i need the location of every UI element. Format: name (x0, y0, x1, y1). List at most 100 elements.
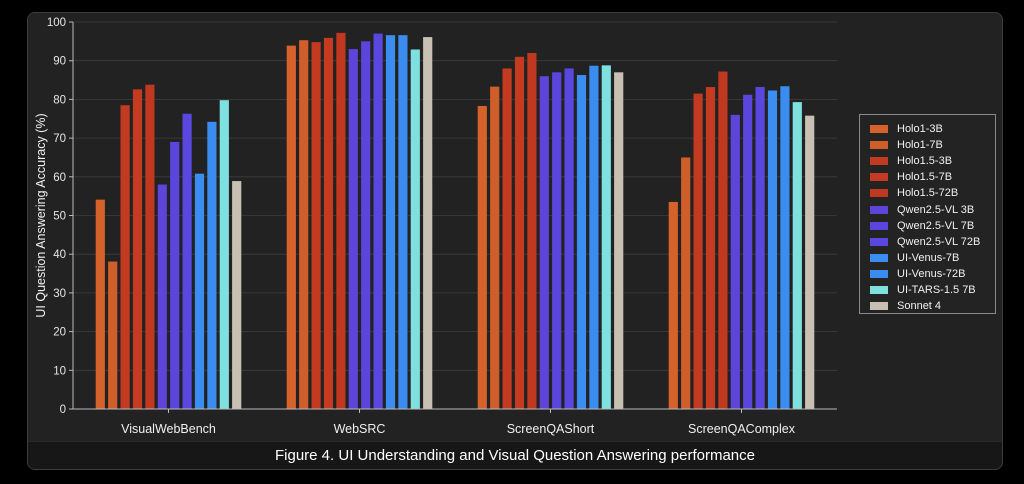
legend-item: Holo1.5-3B (870, 153, 995, 169)
bar-ui-tars-1-5-7b-screenqacomplex (792, 102, 802, 409)
legend-item: Qwen2.5-VL 7B (870, 218, 995, 234)
bar-holo1-3b-visualwebbench (95, 199, 105, 409)
bar-qwen2-5-vl-7b-screenqacomplex (743, 94, 753, 410)
bar-ui-venus-7b-screenqashort (576, 75, 587, 410)
bar-holo1-5-7b-visualwebbench (132, 89, 143, 409)
x-category-label: ScreenQAComplex (688, 422, 796, 436)
bar-holo1-5-3b-websrc (311, 42, 321, 410)
figure-caption: Figure 4. UI Understanding and Visual Qu… (28, 441, 1002, 469)
bar-holo1-7b-websrc (299, 40, 309, 410)
bar-sonnet-4-screenqacomplex (805, 115, 815, 410)
legend-label: Sonnet 4 (897, 300, 942, 313)
legend-item: Holo1.5-72B (870, 185, 995, 201)
x-category-label: ScreenQAShort (507, 422, 595, 436)
bar-holo1-5-7b-screenqacomplex (705, 87, 716, 410)
bar-sonnet-4-websrc (423, 37, 433, 409)
bar-ui-tars-1-5-7b-screenqashort (601, 65, 611, 410)
bar-holo1-7b-screenqashort (490, 86, 500, 409)
bar-holo1-5-3b-screenqashort (502, 68, 512, 409)
bar-ui-tars-1-5-7b-websrc (410, 49, 420, 410)
figure-card: 0 10 20 30 40 50 60 70 80 90 100 UI Question Answer… (27, 12, 1003, 470)
bar-holo1-5-3b-visualwebbench (120, 105, 130, 409)
bar-chart: 0 10 20 30 40 50 60 70 80 90 100 UI Question Answer… (34, 17, 837, 436)
y-tick-label: 50 (53, 211, 66, 223)
y-axis-label: UI Question Answering Accuracy (%) (34, 113, 48, 317)
bar-ui-venus-72b-screenqacomplex (780, 86, 790, 409)
legend-swatch (870, 253, 888, 262)
bar-qwen2-5-vl-72b-screenqacomplex (755, 87, 765, 410)
bar-qwen2-5-vl-7b-visualwebbench (170, 141, 180, 409)
legend-swatch (870, 157, 888, 166)
bar-ui-venus-7b-websrc (385, 35, 396, 410)
y-tick-label: 60 (53, 172, 66, 184)
y-tick-label: 0 (60, 404, 66, 416)
legend-item: Holo1.5-7B (870, 169, 995, 185)
legend-item: Holo1-3B (870, 121, 995, 137)
y-tick-label: 100 (47, 17, 66, 29)
bar-qwen2-5-vl-3b-websrc (348, 49, 358, 410)
bar-holo1-5-72b-websrc (336, 32, 346, 409)
bar-ui-venus-7b-screenqacomplex (767, 90, 778, 410)
legend-label: Holo1-7B (897, 139, 943, 152)
legend-item: Sonnet 4 (870, 298, 995, 314)
legend-swatch (870, 205, 888, 214)
axes: 0 10 20 30 40 50 60 70 80 90 100 UI Question Answer… (34, 17, 837, 436)
y-tick-label: 40 (53, 249, 66, 261)
x-category-label: WebSRC (334, 422, 386, 436)
bar-holo1-5-3b-screenqacomplex (693, 93, 703, 409)
legend: Holo1-3B Holo1-7B Holo1.5-3B Holo1.5-7B Holo… (859, 114, 996, 314)
legend-swatch (870, 141, 888, 150)
bar-holo1-5-72b-visualwebbench (145, 84, 155, 409)
legend-swatch (870, 302, 888, 311)
legend-label: Holo1.5-3B (897, 155, 953, 168)
bar-qwen2-5-vl-3b-visualwebbench (157, 184, 167, 409)
legend-swatch (870, 285, 888, 294)
legend-swatch (870, 221, 888, 230)
y-tick-label: 70 (53, 133, 66, 145)
y-tick-label: 30 (53, 288, 66, 300)
bar-holo1-3b-screenqashort (477, 105, 487, 409)
bar-holo1-3b-screenqacomplex (668, 201, 678, 409)
legend-item: Qwen2.5-VL 72B (870, 234, 995, 250)
y-tick-label: 90 (53, 56, 66, 68)
bar-holo1-5-72b-screenqashort (527, 52, 537, 410)
legend-label: UI-Venus-7B (897, 251, 960, 264)
bar-qwen2-5-vl-7b-screenqashort (552, 72, 562, 409)
bar-ui-venus-72b-websrc (398, 35, 408, 410)
legend-swatch (870, 269, 888, 278)
bar-holo1-5-7b-websrc (323, 37, 334, 409)
legend-label: Qwen2.5-VL 3B (897, 203, 975, 216)
bar-holo1-5-72b-screenqacomplex (718, 71, 728, 409)
legend-item: UI-TARS-1.5 7B (870, 282, 995, 298)
bar-qwen2-5-vl-3b-screenqashort (539, 76, 549, 410)
bar-qwen2-5-vl-3b-screenqacomplex (730, 114, 740, 409)
bar-qwen2-5-vl-72b-websrc (373, 33, 383, 410)
bar-holo1-7b-screenqacomplex (681, 157, 691, 409)
bar-ui-venus-7b-visualwebbench (194, 173, 205, 409)
y-tick-label: 80 (53, 94, 66, 106)
y-tick-label: 20 (53, 327, 66, 339)
bar-qwen2-5-vl-72b-screenqashort (564, 68, 574, 409)
bar-ui-tars-1-5-7b-visualwebbench (219, 100, 229, 409)
bar-sonnet-4-visualwebbench (232, 181, 242, 409)
legend-item: Qwen2.5-VL 3B (870, 201, 995, 217)
bar-ui-venus-72b-screenqashort (589, 65, 599, 409)
bar-qwen2-5-vl-7b-websrc (361, 41, 371, 409)
legend-label: UI-TARS-1.5 7B (897, 283, 976, 296)
legend-swatch (870, 125, 888, 134)
bar-ui-venus-72b-visualwebbench (207, 121, 217, 409)
legend-swatch (870, 237, 888, 246)
legend-label: UI-Venus-72B (897, 267, 966, 280)
legend-label: Qwen2.5-VL 7B (897, 219, 975, 232)
legend-swatch (870, 173, 888, 182)
y-tick-label: 10 (53, 365, 66, 377)
bars (95, 32, 815, 410)
bar-holo1-7b-visualwebbench (108, 261, 118, 409)
bar-sonnet-4-screenqashort (614, 72, 624, 409)
legend-swatch (870, 189, 888, 198)
legend-label: Holo1.5-7B (897, 171, 953, 184)
legend-label: Holo1-3B (897, 123, 943, 136)
legend-item: UI-Venus-7B (870, 250, 995, 266)
legend-item: UI-Venus-72B (870, 266, 995, 282)
legend-label: Qwen2.5-VL 72B (897, 235, 981, 248)
